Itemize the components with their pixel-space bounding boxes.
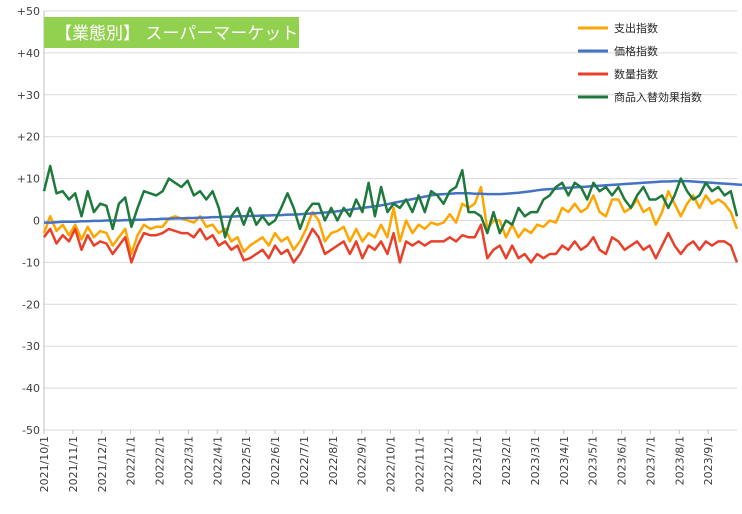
series-line-1 — [44, 179, 742, 224]
y-tick-label: -10 — [22, 256, 40, 269]
x-tick-label: 2023/2/1 — [500, 436, 513, 485]
y-tick-label: 0 — [33, 215, 40, 228]
y-tick-label: -20 — [22, 298, 40, 311]
x-tick-label: 2022/2/1 — [154, 436, 167, 485]
y-tick-label: -50 — [22, 424, 40, 437]
series-lines — [42, 164, 742, 264]
x-tick-label: 2023/6/1 — [616, 436, 629, 485]
x-axis: 2021/10/1 2021/11/1 2021/12/1 2022/1/1 2022/… — [38, 430, 715, 492]
x-tick-label: 2022/1/1 — [125, 436, 138, 485]
series-line-2 — [42, 223, 739, 264]
series-line-0 — [42, 185, 739, 256]
y-tick-label: -30 — [22, 340, 40, 353]
x-tick-label: 2022/8/1 — [327, 436, 340, 485]
x-tick-label: 2022/3/1 — [182, 436, 195, 485]
y-tick-label: +50 — [17, 5, 40, 18]
legend-label: 商品入替効果指数 — [614, 90, 702, 104]
legend-label: 数量指数 — [614, 67, 658, 81]
x-tick-label: 2022/12/1 — [442, 436, 455, 492]
title-background — [44, 17, 299, 48]
x-tick-label: 2023/4/1 — [558, 436, 571, 485]
legend-label: 価格指数 — [614, 44, 658, 58]
x-tick-label: 2022/6/1 — [269, 436, 282, 485]
x-tick-label: 2022/11/1 — [413, 436, 426, 492]
y-axis: +50 +40 +30 +20 +10 0 -10 -20 -30 -40 -50 — [17, 5, 45, 437]
x-tick-label: 2021/10/1 — [38, 436, 51, 492]
y-tick-label: +10 — [17, 173, 40, 186]
x-tick-label: 2023/7/1 — [644, 436, 657, 485]
y-tick-label: +40 — [17, 47, 40, 60]
x-tick-label: 2023/5/1 — [587, 436, 600, 485]
x-tick-label: 2022/5/1 — [240, 436, 253, 485]
x-tick-label: 2021/11/1 — [67, 436, 80, 492]
x-tick-label: 2023/3/1 — [529, 436, 542, 485]
chart-title: 【業態別】 スーパーマーケット — [55, 24, 298, 44]
x-tick-label: 2022/4/1 — [211, 436, 224, 485]
y-tick-label: -40 — [22, 382, 40, 395]
chart-title-box: 【業態別】 スーパーマーケット — [44, 17, 299, 48]
y-tick-label: +20 — [17, 131, 40, 144]
legend-label: 支出指数 — [614, 21, 658, 35]
series-line-3 — [42, 164, 739, 239]
x-tick-label: 2022/7/1 — [298, 436, 311, 485]
x-tick-label: 2023/9/1 — [702, 436, 715, 485]
x-tick-label: 2023/1/1 — [471, 436, 484, 485]
y-tick-label: +30 — [17, 89, 40, 102]
x-tick-label: 2023/8/1 — [673, 436, 686, 485]
x-tick-label: 2022/9/1 — [356, 436, 369, 485]
x-tick-label: 2022/10/1 — [385, 436, 398, 492]
x-tick-label: 2021/12/1 — [96, 436, 109, 492]
